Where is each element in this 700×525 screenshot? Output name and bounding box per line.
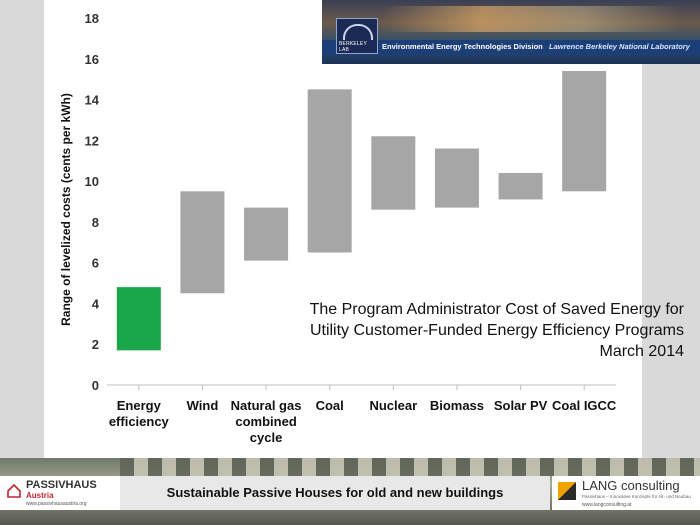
passivhaus-austria-logo: PASSIVHAUS Austria www.passivhausaustria… [0,476,120,510]
berkeley-lab-logo: BERKELEY LAB [336,18,378,54]
footer-building-photo [120,458,700,476]
passivhaus-subtitle: Austria [26,491,54,500]
passivhaus-url: www.passivhausaustria.org [26,501,87,507]
x-category-label: Biomass [430,398,484,413]
lang-url: www.langconsulting.at [582,502,632,508]
y-tick-label: 16 [85,52,99,67]
lbnl-banner: BERKELEY LAB Environmental Energy Techno… [322,0,700,64]
footer-slogan-bar: Sustainable Passive Houses for old and n… [120,476,550,510]
lang-consulting-logo: LANG consulting Passivhaus – Innovative … [552,476,700,510]
footer-slogan: Sustainable Passive Houses for old and n… [166,485,504,500]
cost-range-chart: 0 2 4 6 8 10 12 14 16 18 Range of levelized costs … [59,11,617,445]
footer: PASSIVHAUS Austria www.passivhausaustria… [0,458,700,525]
y-tick-label: 14 [85,93,100,108]
range-bar [498,172,543,200]
passivhaus-title: PASSIVHAUS [26,479,97,491]
x-category-label: Energy [117,398,162,413]
x-category-label: cycle [250,430,283,445]
chart-panel: 0 2 4 6 8 10 12 14 16 18 Range of levelized costs … [44,0,642,458]
range-bar [244,207,289,261]
y-tick-label: 10 [85,174,99,189]
banner-division-text: Environmental Energy Technologies Divisi… [382,42,543,51]
y-tick-label: 18 [85,11,99,26]
berkeley-lab-logo-text: BERKELEY LAB [339,41,367,53]
right-gray-band [642,0,700,458]
y-tick-label: 8 [92,215,99,230]
range-bar [307,89,352,253]
x-category-label: Natural gas [231,398,302,413]
range-bar [562,71,607,192]
y-tick-label: 2 [92,337,99,352]
banner-photo-glow [382,6,682,32]
range-bar [116,287,161,351]
left-gray-band [0,0,44,458]
annotation-line: Utility Customer-Funded Energy Efficienc… [309,322,684,339]
x-category-label: Nuclear [369,398,417,413]
y-tick-label: 4 [92,296,100,311]
x-category-label: efficiency [109,414,170,429]
banner-lab-text: Lawrence Berkeley National Laboratory [549,42,690,51]
x-category-label: combined [235,414,296,429]
annotation-line: March 2014 [599,343,685,360]
annotation-line: The Program Administrator Cost of Saved … [309,301,684,318]
lang-title: LANG consulting [582,478,680,493]
x-category-label: Solar PV [494,398,548,413]
house-icon [7,484,21,498]
y-axis-label: Range of levelized costs (cents per kWh) [59,93,73,326]
berkeley-lab-arc-icon [343,24,373,40]
y-tick-label: 12 [85,133,99,148]
range-bar [180,191,225,294]
lang-triangle-icon [558,482,576,500]
x-category-label: Coal [316,398,344,413]
chart-annotation: The Program Administrator Cost of Saved … [254,299,684,362]
x-category-label: Wind [187,398,219,413]
banner-strip [322,40,700,55]
y-tick-label: 0 [92,378,99,393]
lang-tagline: Passivhaus – Innovative Konzepte für Alt… [582,494,691,499]
range-bar [434,148,479,208]
y-tick-label: 6 [92,256,99,271]
range-bar [371,136,416,210]
x-category-label: Coal IGCC [552,398,617,413]
